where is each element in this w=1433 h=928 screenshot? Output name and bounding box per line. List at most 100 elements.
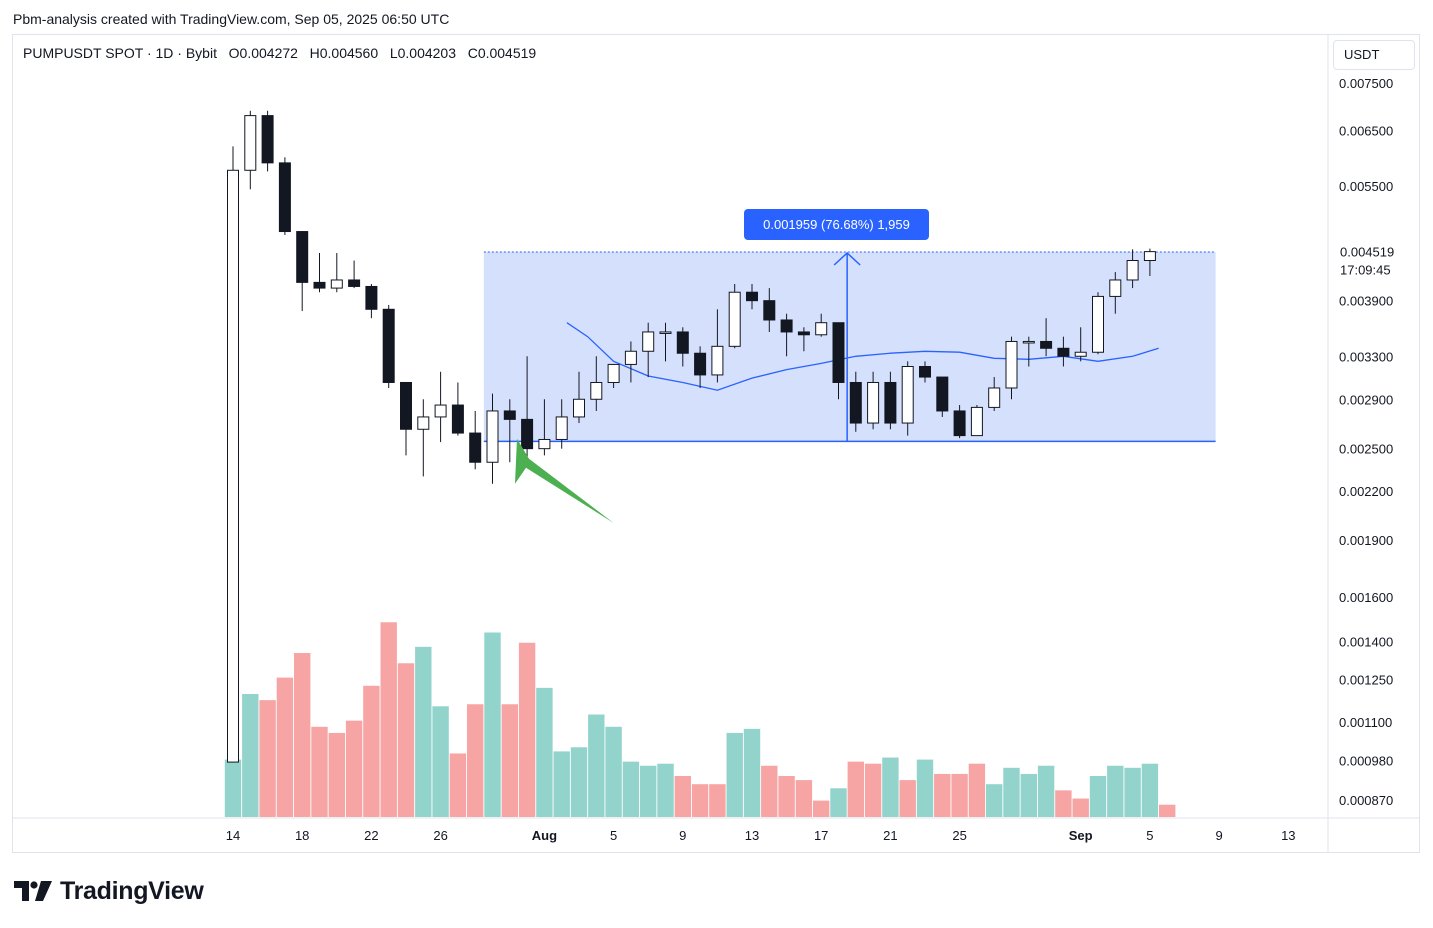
price-axis[interactable]: 0.007500 0.006500 0.005500 0.003900 0.003300…: [1339, 76, 1394, 808]
volume-bar: [899, 780, 916, 817]
candle: [573, 371, 585, 424]
candle-body: [330, 279, 343, 289]
close-label: C: [467, 45, 478, 61]
candle-body: [261, 115, 274, 164]
candle-body: [1092, 295, 1104, 353]
volume-bar: [778, 776, 795, 817]
candle-body: [607, 363, 620, 383]
volume-bar: [311, 726, 328, 817]
time-tick-label: 13: [745, 828, 759, 843]
tradingview-wordmark: TradingView: [60, 876, 204, 905]
tradingview-logo[interactable]: TradingView: [14, 874, 204, 908]
candle: [694, 346, 707, 388]
low-label: L: [389, 45, 398, 61]
volume-bar: [1020, 773, 1037, 817]
price-range-measure[interactable]: [483, 251, 1216, 443]
volume-bar: [709, 784, 726, 817]
price-tick-label: 0.003300: [1339, 349, 1393, 364]
candle-body: [382, 308, 395, 383]
volume-bar: [830, 788, 847, 817]
candle: [1143, 248, 1156, 276]
volume-bar: [467, 704, 484, 817]
green-arrow-annotation[interactable]: [514, 438, 614, 523]
time-tick-label: 25: [952, 828, 966, 843]
high-value: 0.004560: [319, 45, 379, 61]
candle-body: [503, 410, 516, 420]
candle-body: [573, 398, 585, 418]
candle-body: [278, 162, 291, 233]
volume-bar: [743, 728, 761, 817]
volume-bar: [570, 747, 588, 817]
candle: [365, 284, 378, 319]
chart-frame: [12, 34, 1420, 853]
candle: [780, 313, 793, 357]
price-tick-label: 0.007500: [1339, 76, 1393, 91]
candle-body: [417, 416, 430, 430]
close-value: 0.004519: [477, 45, 537, 61]
candle: [227, 146, 239, 763]
candle-body: [1143, 251, 1156, 262]
candle: [348, 260, 361, 289]
candle-body: [244, 115, 257, 171]
candle: [555, 399, 568, 449]
candle-body: [884, 381, 897, 424]
candle-body: [988, 387, 1001, 408]
volume-bar: [1037, 765, 1055, 817]
candle-body: [780, 319, 793, 333]
candle: [901, 361, 914, 436]
price-tick-label: 0.001250: [1339, 672, 1393, 687]
candle: [970, 405, 983, 437]
volume-bar: [864, 763, 882, 817]
candle-body: [1109, 279, 1122, 297]
candle: [313, 253, 326, 293]
candle-body: [451, 404, 464, 434]
volume-bar: [397, 663, 415, 817]
time-tick-label: 5: [1146, 828, 1153, 843]
open-label: O: [228, 45, 240, 61]
volume-series: [224, 622, 1176, 817]
time-tick-label: 13: [1281, 828, 1295, 843]
volume-bar: [276, 677, 294, 817]
candle: [884, 371, 897, 430]
low-value: 0.004203: [397, 45, 457, 61]
volume-bar: [432, 706, 449, 817]
volume-bar: [224, 759, 242, 817]
price-tick-label: 0.003900: [1339, 294, 1393, 309]
volume-bar: [968, 763, 986, 817]
volume-bar: [1072, 798, 1089, 817]
candle: [521, 356, 534, 463]
candle: [451, 382, 464, 436]
time-tick-label: 21: [883, 828, 897, 843]
volume-bar: [294, 653, 311, 817]
candle: [261, 110, 274, 172]
currency-button[interactable]: USDT: [1333, 40, 1415, 70]
candle: [278, 157, 291, 236]
candle: [659, 322, 672, 362]
volume-bar: [1141, 763, 1159, 817]
candle: [919, 361, 931, 383]
range-box: [483, 251, 1216, 442]
candle-body: [919, 366, 931, 378]
volume-bar: [449, 753, 467, 817]
measure-badge-background: [744, 209, 929, 240]
symbol-legend: PUMPUSDT SPOT · 1D · Bybit O0.004272 H0.…: [23, 45, 536, 61]
measure-badge-label: 0.001959 (76.68%) 1,959: [763, 217, 910, 232]
candle-body: [538, 438, 551, 450]
open-value: 0.004272: [239, 45, 298, 61]
last-price-label: 0.004519: [1340, 245, 1394, 260]
volume-bar: [259, 700, 276, 817]
candle: [642, 322, 655, 378]
measure-badge[interactable]: 0.001959 (76.68%) 1,959: [744, 209, 929, 240]
time-tick-label: 22: [364, 828, 378, 843]
time-axis[interactable]: 14 18 22 26 Aug 5 9 13 17 21 25 Sep 5 9 13: [226, 828, 1296, 843]
candle: [936, 376, 949, 417]
candle: [1057, 336, 1070, 367]
candle-body: [313, 281, 326, 289]
candle-body: [400, 381, 412, 430]
candle: [988, 377, 1001, 411]
price-tick-label: 0.001900: [1339, 533, 1393, 548]
candle-body: [659, 331, 672, 334]
candle-body: [469, 432, 482, 463]
candle: [244, 110, 257, 190]
